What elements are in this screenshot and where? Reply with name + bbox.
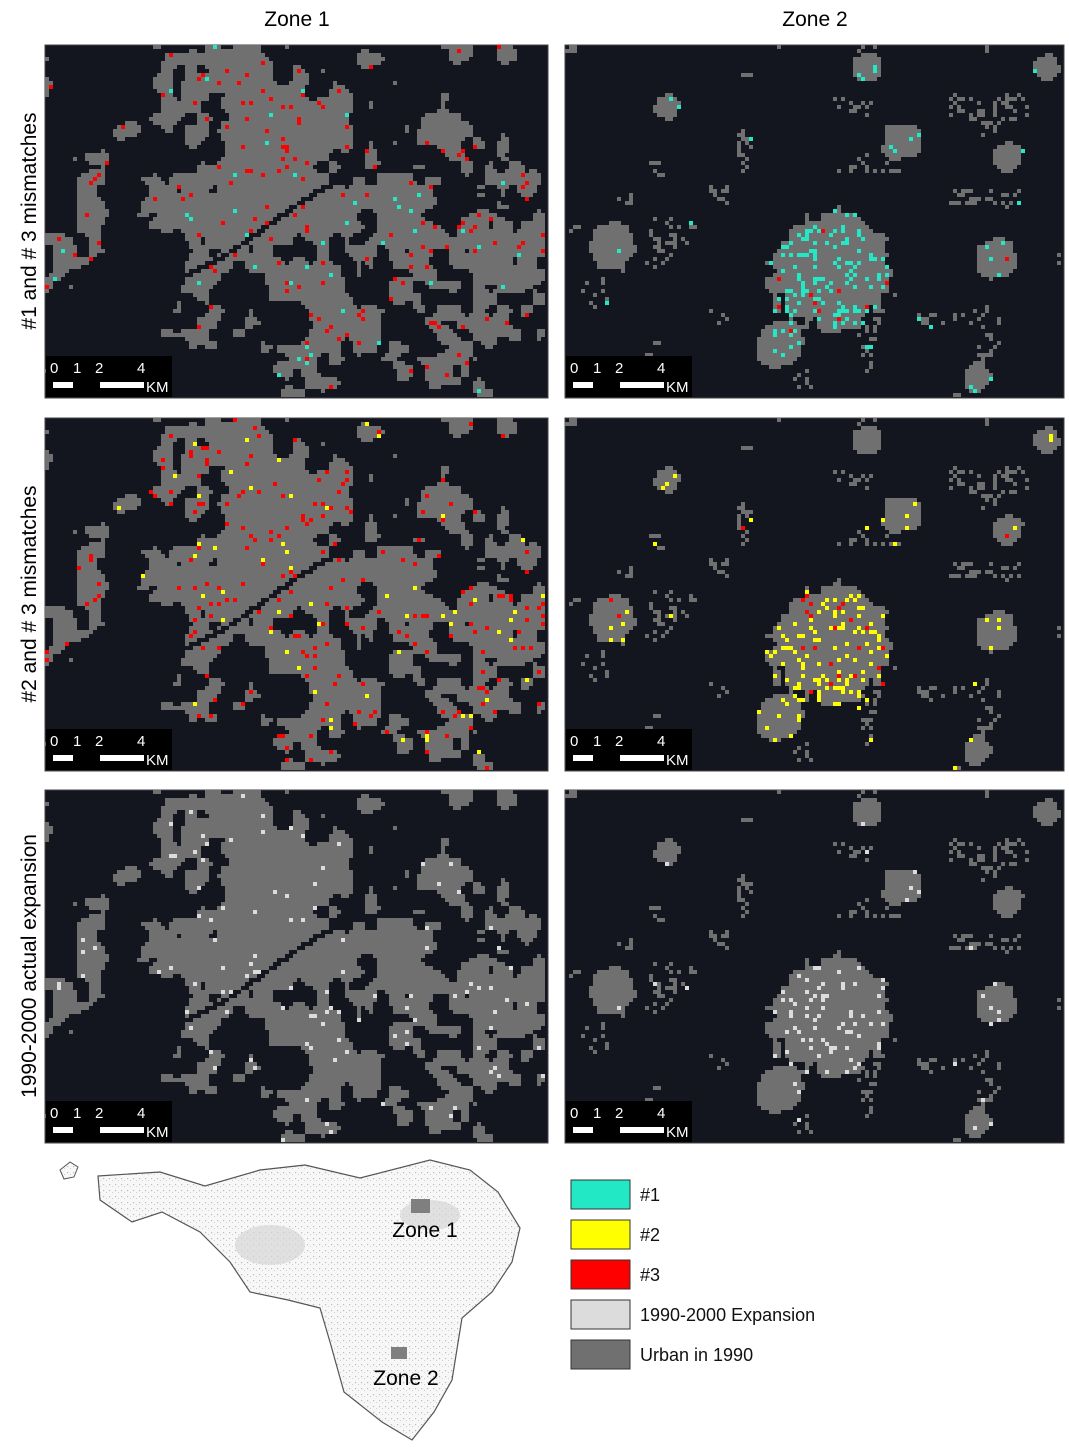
scale-label: 2 bbox=[95, 360, 103, 377]
legend-swatch bbox=[571, 1180, 630, 1209]
legend-swatch bbox=[571, 1220, 630, 1249]
legend-label: 1990-2000 Expansion bbox=[640, 1305, 815, 1325]
legend-swatch bbox=[571, 1300, 630, 1329]
scale-unit: KM bbox=[666, 752, 689, 769]
scale-label: 2 bbox=[95, 733, 103, 750]
scale-unit: KM bbox=[666, 1124, 689, 1141]
zone-marker bbox=[391, 1347, 407, 1359]
scale-label: 2 bbox=[615, 1105, 623, 1122]
scale-label: 1 bbox=[73, 733, 81, 750]
scale-label: 0 bbox=[50, 733, 58, 750]
scale-label: 4 bbox=[657, 733, 665, 750]
scale-label: 1 bbox=[593, 360, 601, 377]
scale-segment bbox=[53, 382, 73, 388]
scale-segment bbox=[573, 382, 593, 388]
row-label: 1990-2000 actual expansion bbox=[18, 834, 41, 1098]
scale-label: 0 bbox=[50, 360, 58, 377]
scale-label: 1 bbox=[593, 733, 601, 750]
scale-label: 4 bbox=[137, 733, 145, 750]
legend-label: #1 bbox=[640, 1185, 660, 1205]
scale-unit: KM bbox=[666, 379, 689, 396]
scale-segment bbox=[53, 755, 73, 761]
legend: #1 #2 #3 1990-2000 Expansion Urban in 1990 bbox=[571, 1180, 815, 1369]
scale-segment bbox=[573, 1127, 593, 1133]
column-header: Zone 1 bbox=[264, 8, 329, 31]
scale-segment bbox=[100, 382, 144, 388]
legend-swatch bbox=[571, 1260, 630, 1289]
scale-label: 2 bbox=[615, 360, 623, 377]
scale-label: 1 bbox=[73, 360, 81, 377]
legend-label: Urban in 1990 bbox=[640, 1345, 753, 1365]
column-header: Zone 2 bbox=[782, 8, 847, 31]
zone-marker bbox=[411, 1199, 430, 1213]
scale-label: 4 bbox=[657, 1105, 665, 1122]
scale-label: 1 bbox=[593, 1105, 601, 1122]
scale-label: 4 bbox=[137, 1105, 145, 1122]
scale-segment bbox=[100, 755, 144, 761]
scale-unit: KM bbox=[146, 379, 169, 396]
scale-label: 0 bbox=[570, 360, 578, 377]
legend-label: #2 bbox=[640, 1225, 660, 1245]
inset-outline bbox=[98, 1160, 520, 1440]
scale-label: 2 bbox=[615, 733, 623, 750]
scale-segment bbox=[100, 1127, 144, 1133]
scale-label: 0 bbox=[570, 733, 578, 750]
scale-segment bbox=[53, 1127, 73, 1133]
scale-unit: KM bbox=[146, 1124, 169, 1141]
scale-segment bbox=[620, 1127, 664, 1133]
scale-segment bbox=[620, 755, 664, 761]
inset-outline bbox=[60, 1162, 78, 1179]
scale-label: 1 bbox=[73, 1105, 81, 1122]
urban-area bbox=[235, 1225, 305, 1265]
scale-label: 0 bbox=[50, 1105, 58, 1122]
figure: Zone 1 Zone 2 #1 and # 3 mismatches #2 a… bbox=[0, 0, 1069, 1445]
legend-swatch bbox=[571, 1340, 630, 1369]
legend-label: #3 bbox=[640, 1265, 660, 1285]
row-label: #2 and # 3 mismatches bbox=[18, 485, 41, 702]
scale-label: 4 bbox=[137, 360, 145, 377]
scale-unit: KM bbox=[146, 752, 169, 769]
scale-label: 4 bbox=[657, 360, 665, 377]
scale-segment bbox=[620, 382, 664, 388]
scale-label: 2 bbox=[95, 1105, 103, 1122]
scale-segment bbox=[573, 755, 593, 761]
inset-label: Zone 2 bbox=[373, 1367, 438, 1390]
inset-map: Zone 1 Zone 2 bbox=[60, 1160, 520, 1440]
scale-label: 0 bbox=[570, 1105, 578, 1122]
row-label: #1 and # 3 mismatches bbox=[18, 112, 41, 329]
inset-label: Zone 1 bbox=[392, 1219, 457, 1242]
